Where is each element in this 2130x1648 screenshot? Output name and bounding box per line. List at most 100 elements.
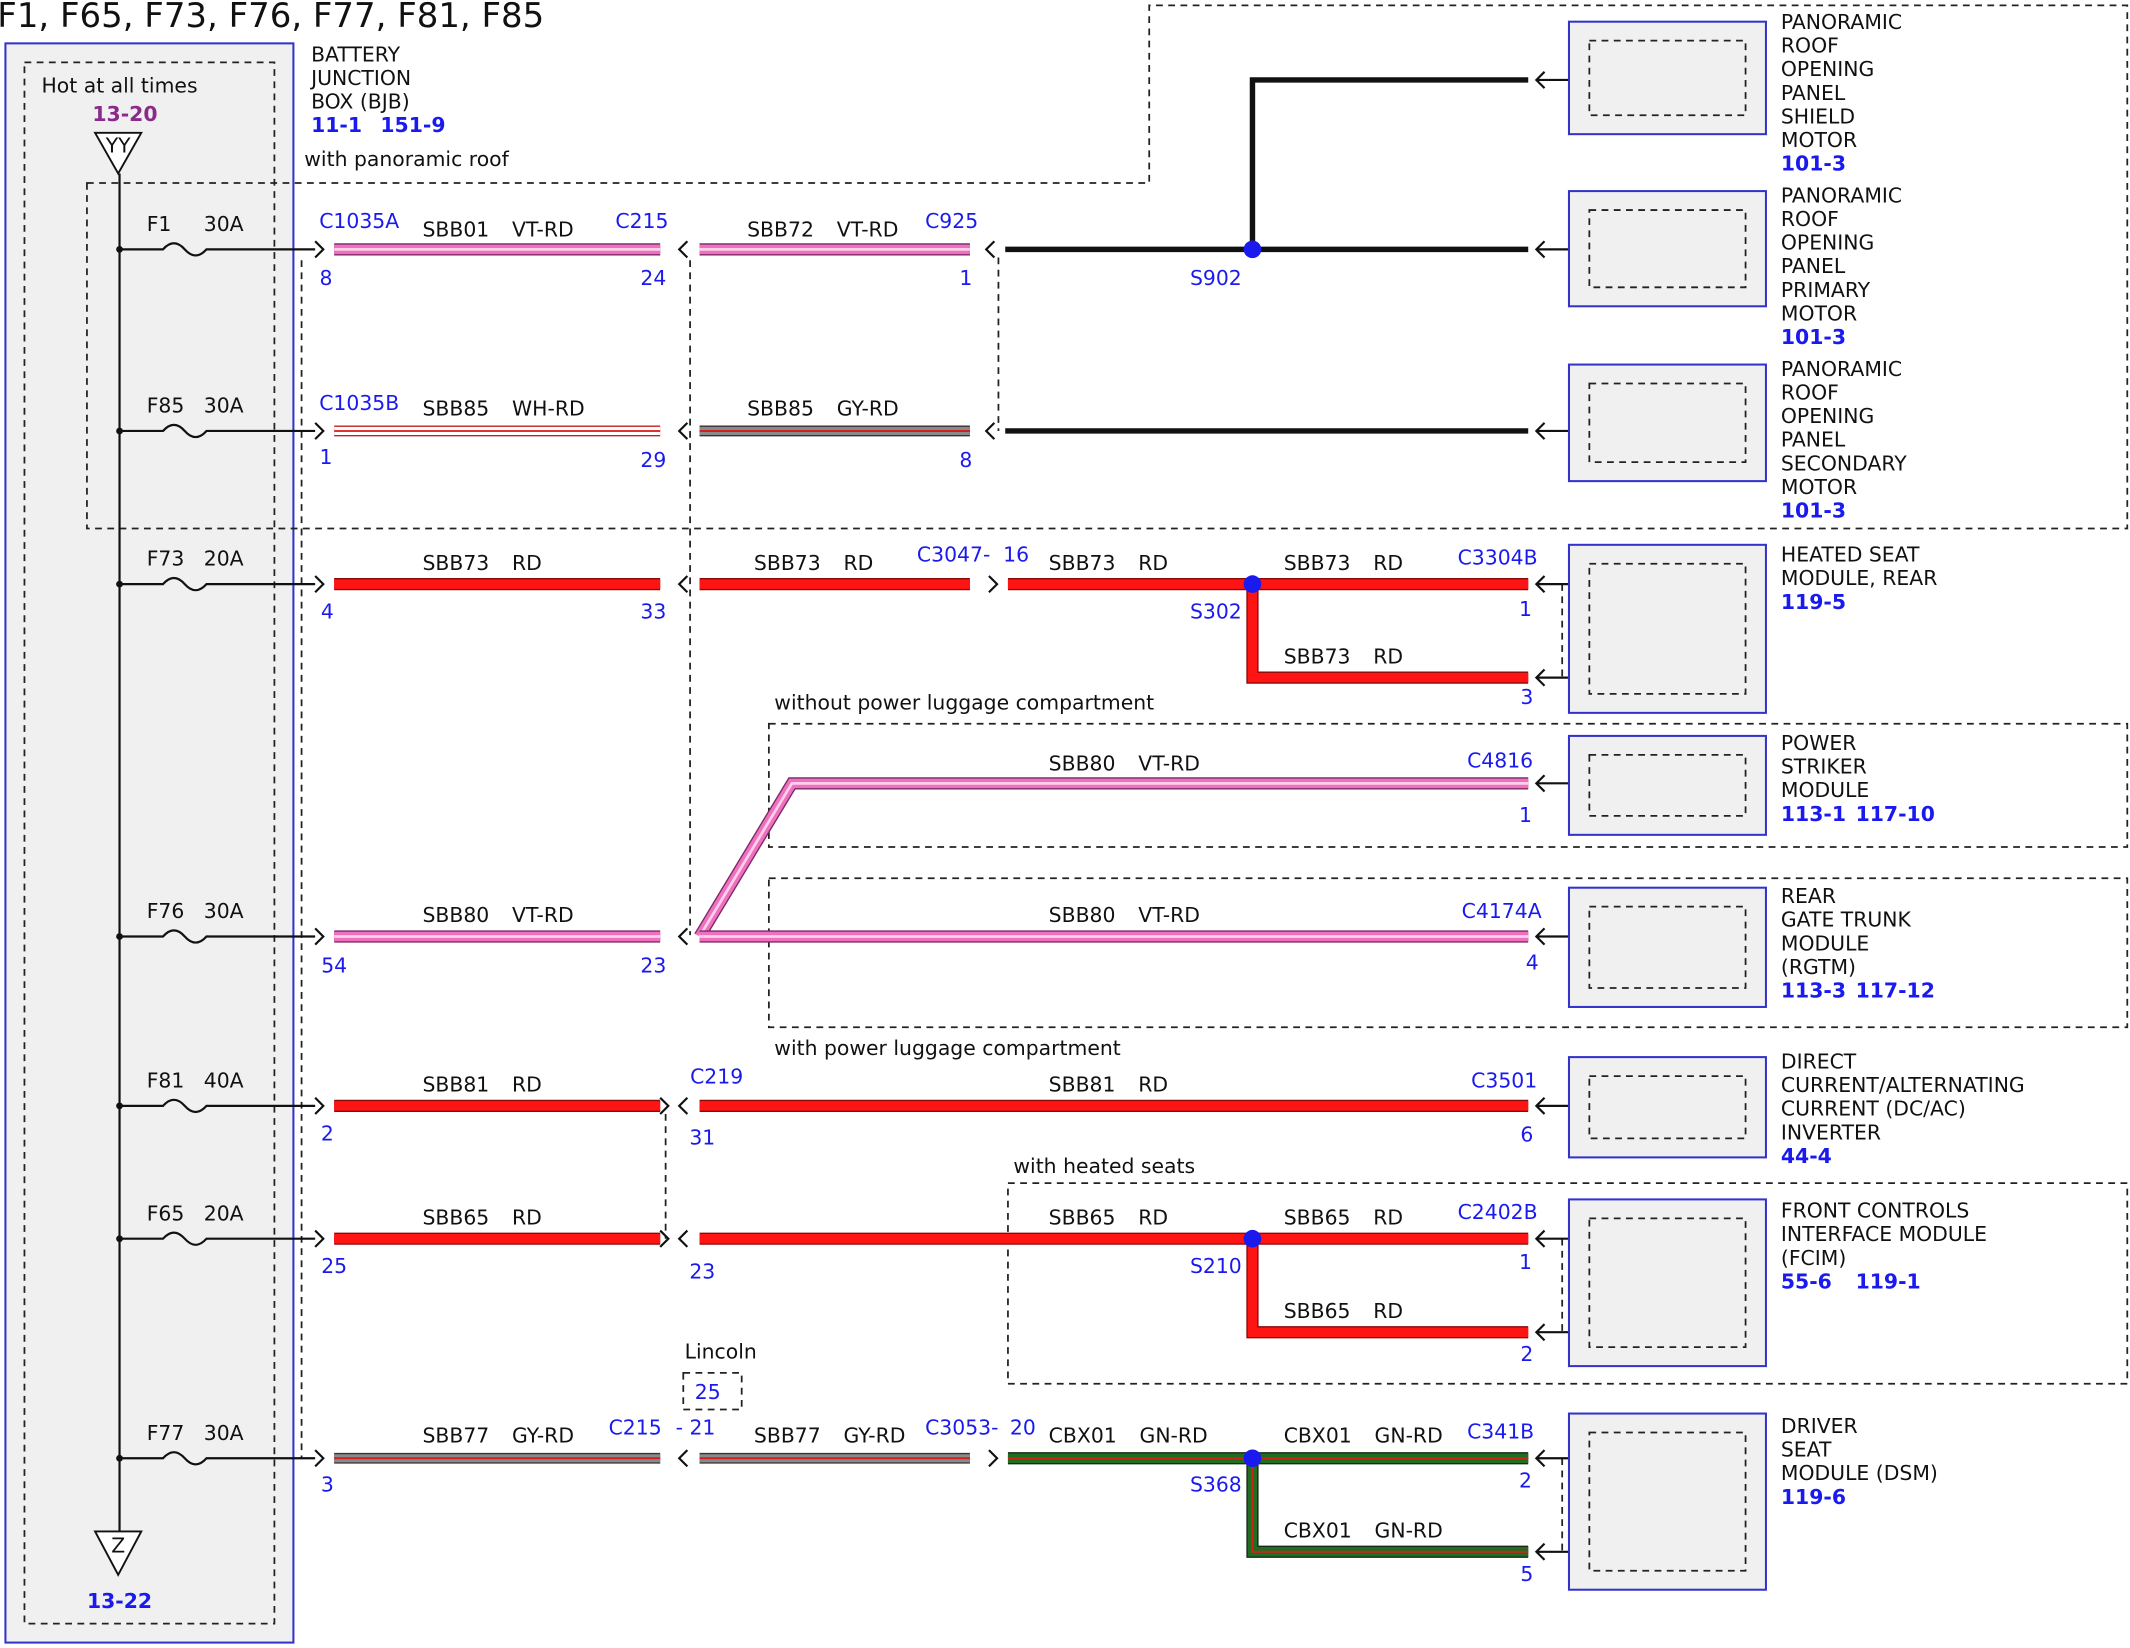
module-name: (RGTM) [1781, 955, 1856, 979]
wire-color: GY-RD [843, 1424, 905, 1448]
module-name: POWER [1781, 731, 1856, 755]
pin-label: 1 [1519, 803, 1532, 827]
module-ref: 119-5 [1781, 590, 1846, 614]
variant-label: Lincoln [685, 1340, 757, 1364]
fuse-rating: 30A [204, 899, 244, 923]
terminal [984, 240, 996, 259]
ground-symbol-label: Z [111, 1533, 125, 1557]
wire-circuit: SBB73 [422, 551, 489, 575]
fuse-box-ref: 11-1 [311, 113, 362, 137]
terminal [988, 575, 999, 594]
module-ref: 117-12 [1856, 979, 1935, 1003]
pin-label: - 21 [676, 1415, 716, 1439]
module [1567, 20, 1767, 136]
module [1567, 1198, 1767, 1368]
terminal [677, 1229, 689, 1248]
wire-layer [1247, 584, 1529, 683]
pin-label: 4 [321, 600, 334, 624]
wire-label: SBB77 GY-RD [422, 1424, 574, 1448]
wire-color: GY-RD [837, 396, 899, 420]
module-name: PANORAMIC [1781, 184, 1902, 208]
module [1567, 734, 1767, 836]
terminal [677, 1096, 689, 1115]
wire-circuit: SBB73 [1284, 644, 1351, 668]
module-name: INTERFACE MODULE [1781, 1222, 1987, 1246]
fuse-box-ref: 151-9 [380, 113, 445, 137]
wire-color: VT-RD [837, 217, 899, 241]
module-inner [1588, 39, 1747, 117]
wire-color: RD [1138, 1205, 1168, 1229]
module-name: MOTOR [1781, 475, 1857, 499]
fuse-rating: 20A [204, 1201, 244, 1225]
module-ref: 101-3 [1781, 325, 1846, 349]
module-name: SHIELD [1781, 104, 1855, 128]
connector-label: C2402B [1458, 1200, 1538, 1224]
module-name: OPENING [1781, 231, 1874, 255]
pin-label: 20 [1010, 1415, 1036, 1439]
pin-label: 3 [321, 1472, 334, 1496]
fuse-name: F1 [147, 212, 172, 236]
wire-label: SBB73 RD [1284, 551, 1403, 575]
module-name: DRIVER [1781, 1414, 1858, 1438]
wire-color: RD [1373, 1205, 1403, 1229]
fuse [119, 242, 316, 257]
pin-label: 8 [959, 448, 972, 472]
wire-label: SBB65 RD [1284, 1299, 1403, 1323]
terminal [659, 1096, 670, 1115]
wire-color: RD [1373, 551, 1403, 575]
terminal [677, 1449, 689, 1468]
module-inner [1588, 905, 1747, 989]
note: with heated seats [1013, 1154, 1195, 1178]
terminal [677, 240, 689, 259]
wire-label: CBX01 GN-RD [1284, 1424, 1443, 1448]
wire [1246, 1458, 1529, 1558]
module-name: MOTOR [1781, 128, 1857, 152]
module [1567, 363, 1767, 483]
terminal [314, 422, 325, 440]
wire-color: GN-RD [1375, 1518, 1443, 1542]
fuse [119, 423, 316, 439]
module-inner [1588, 754, 1747, 817]
fuse [119, 929, 316, 944]
wire-color: RD [1138, 551, 1168, 575]
splice-label: S210 [1190, 1254, 1242, 1278]
module [1567, 543, 1767, 714]
wire-color: RD [512, 551, 542, 575]
pin-label: 16 [1003, 543, 1029, 567]
pin-label: 1 [959, 266, 972, 290]
wire-color: VT-RD [1138, 751, 1200, 775]
module-inner [1588, 1075, 1747, 1140]
module-name: ROOF [1781, 34, 1839, 58]
module-name: MODULE [1781, 931, 1869, 955]
pin-label: 6 [1520, 1123, 1533, 1147]
pin-label: 33 [640, 600, 666, 624]
module-name: CURRENT (DC/AC) [1781, 1097, 1966, 1121]
wire-plain [1249, 77, 1529, 250]
module-inner [1588, 382, 1747, 464]
feed-ref: 13-20 [92, 102, 157, 126]
pin-label: 1 [320, 445, 333, 469]
terminal [314, 1096, 325, 1115]
connector-label: C3053- [925, 1415, 998, 1439]
pin-label: 23 [640, 953, 666, 977]
module-inner [1588, 562, 1747, 695]
wire-circuit: SBB01 [422, 217, 489, 241]
module-name: PANORAMIC [1781, 357, 1902, 381]
module-inner [1588, 1217, 1747, 1349]
wire-label: SBB81 RD [422, 1073, 541, 1097]
wire-color: GN-RD [1140, 1424, 1208, 1448]
wire-color: VT-RD [1138, 903, 1200, 927]
wire-label: SBB65 RD [1049, 1205, 1168, 1229]
fuse-name: F85 [147, 394, 185, 418]
module [1567, 1412, 1767, 1591]
fuse [119, 1231, 316, 1246]
wire [1246, 1238, 1529, 1339]
wire-color: RD [1373, 1299, 1403, 1323]
wire-label: SBB73 RD [1049, 551, 1168, 575]
wire-label: SBB85 WH-RD [422, 396, 584, 420]
option-region [767, 722, 2129, 848]
module [1567, 886, 1767, 1008]
terminal [659, 1229, 670, 1248]
splice [1243, 1449, 1262, 1468]
